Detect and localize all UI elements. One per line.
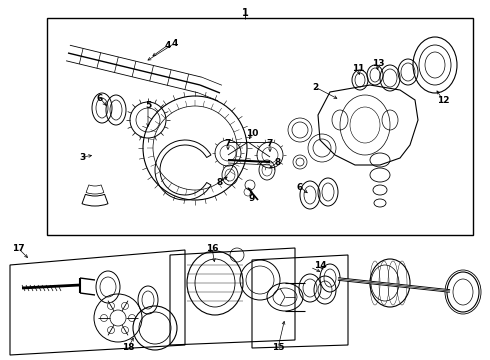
Circle shape	[100, 315, 107, 321]
Text: 14: 14	[314, 261, 326, 270]
Text: 6: 6	[97, 94, 103, 103]
Text: 2: 2	[312, 82, 318, 91]
Text: 11: 11	[352, 63, 364, 72]
Text: 10: 10	[246, 129, 258, 138]
Text: 9: 9	[249, 194, 255, 202]
Text: 5: 5	[145, 100, 151, 109]
Text: 4: 4	[165, 41, 171, 50]
Text: 8: 8	[275, 158, 281, 166]
Text: 16: 16	[206, 243, 218, 252]
Circle shape	[122, 302, 128, 309]
Circle shape	[122, 327, 128, 334]
Text: 7: 7	[267, 139, 273, 148]
Text: 3: 3	[79, 153, 85, 162]
Text: 13: 13	[372, 59, 384, 68]
Text: 4: 4	[172, 39, 178, 48]
Bar	[47, 18, 473, 235]
Text: 17: 17	[12, 243, 24, 252]
Text: 6: 6	[297, 183, 303, 192]
Text: 1: 1	[242, 8, 248, 18]
Text: 12: 12	[437, 95, 449, 104]
Text: 7: 7	[225, 139, 231, 148]
Circle shape	[128, 315, 136, 321]
Text: 8: 8	[217, 177, 223, 186]
Circle shape	[107, 327, 115, 334]
Text: 18: 18	[122, 343, 134, 352]
Circle shape	[107, 302, 115, 309]
Text: 15: 15	[272, 343, 284, 352]
